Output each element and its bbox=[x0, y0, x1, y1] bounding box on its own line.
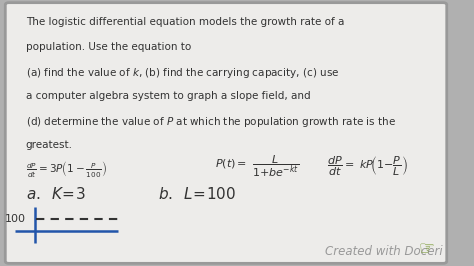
Text: 100: 100 bbox=[5, 214, 26, 225]
Text: $P(t){=}\ \dfrac{L}{1{+}be^{-kt}}$: $P(t){=}\ \dfrac{L}{1{+}be^{-kt}}$ bbox=[215, 153, 299, 179]
Text: (a) find the value of $k$, (b) find the carrying capacity, (c) use: (a) find the value of $k$, (b) find the … bbox=[26, 66, 339, 80]
Text: greatest.: greatest. bbox=[26, 140, 73, 150]
Text: (d) determine the value of $P$ at which the population growth rate is the: (d) determine the value of $P$ at which … bbox=[26, 115, 395, 129]
Text: $\dfrac{dP}{dt}{=}\ kP\!\left(1{-}\dfrac{P}{L}\right)$: $\dfrac{dP}{dt}{=}\ kP\!\left(1{-}\dfrac… bbox=[328, 155, 408, 178]
FancyBboxPatch shape bbox=[5, 3, 447, 263]
Text: The logistic differential equation models the growth rate of a: The logistic differential equation model… bbox=[26, 17, 344, 27]
Text: ☞: ☞ bbox=[419, 240, 435, 258]
Text: Created with Doceri: Created with Doceri bbox=[325, 245, 443, 258]
Text: population. Use the equation to: population. Use the equation to bbox=[26, 42, 191, 52]
Text: $b.\;\; L\!=\!100$: $b.\;\; L\!=\!100$ bbox=[158, 186, 237, 202]
Text: $a.\;\; K\!=\!3$: $a.\;\; K\!=\!3$ bbox=[26, 186, 85, 202]
Text: $\frac{dP}{dt} = 3P\left(1 - \frac{P}{100}\right)$: $\frac{dP}{dt} = 3P\left(1 - \frac{P}{10… bbox=[26, 159, 106, 179]
Text: a computer algebra system to graph a slope field, and: a computer algebra system to graph a slo… bbox=[26, 91, 310, 101]
